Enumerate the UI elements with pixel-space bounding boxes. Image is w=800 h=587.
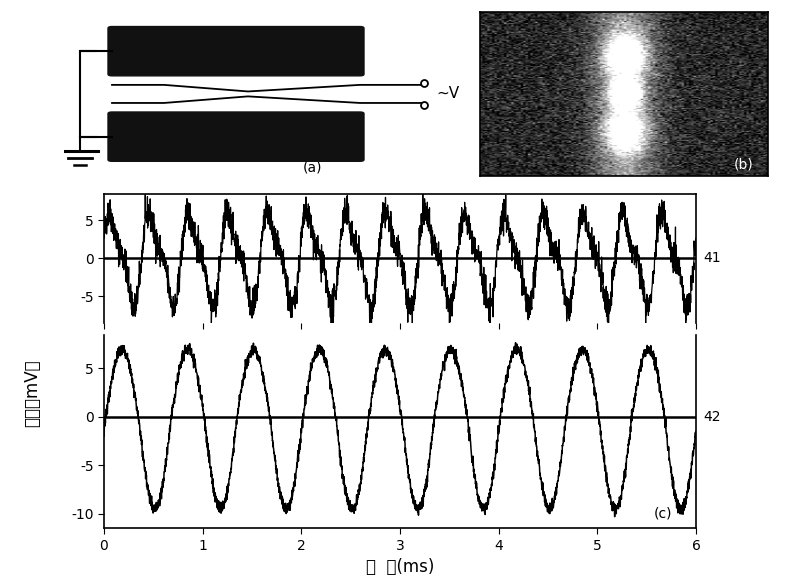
Text: 信号（mV）: 信号（mV） [23, 359, 41, 427]
Text: ~V: ~V [436, 86, 459, 102]
FancyBboxPatch shape [108, 112, 364, 161]
FancyBboxPatch shape [108, 26, 364, 76]
Text: 41: 41 [703, 251, 721, 265]
Text: (b): (b) [734, 157, 754, 171]
Text: (a): (a) [302, 160, 322, 174]
X-axis label: 时  间(ms): 时 间(ms) [366, 558, 434, 576]
Text: 42: 42 [703, 410, 721, 424]
Text: (c): (c) [654, 507, 672, 521]
